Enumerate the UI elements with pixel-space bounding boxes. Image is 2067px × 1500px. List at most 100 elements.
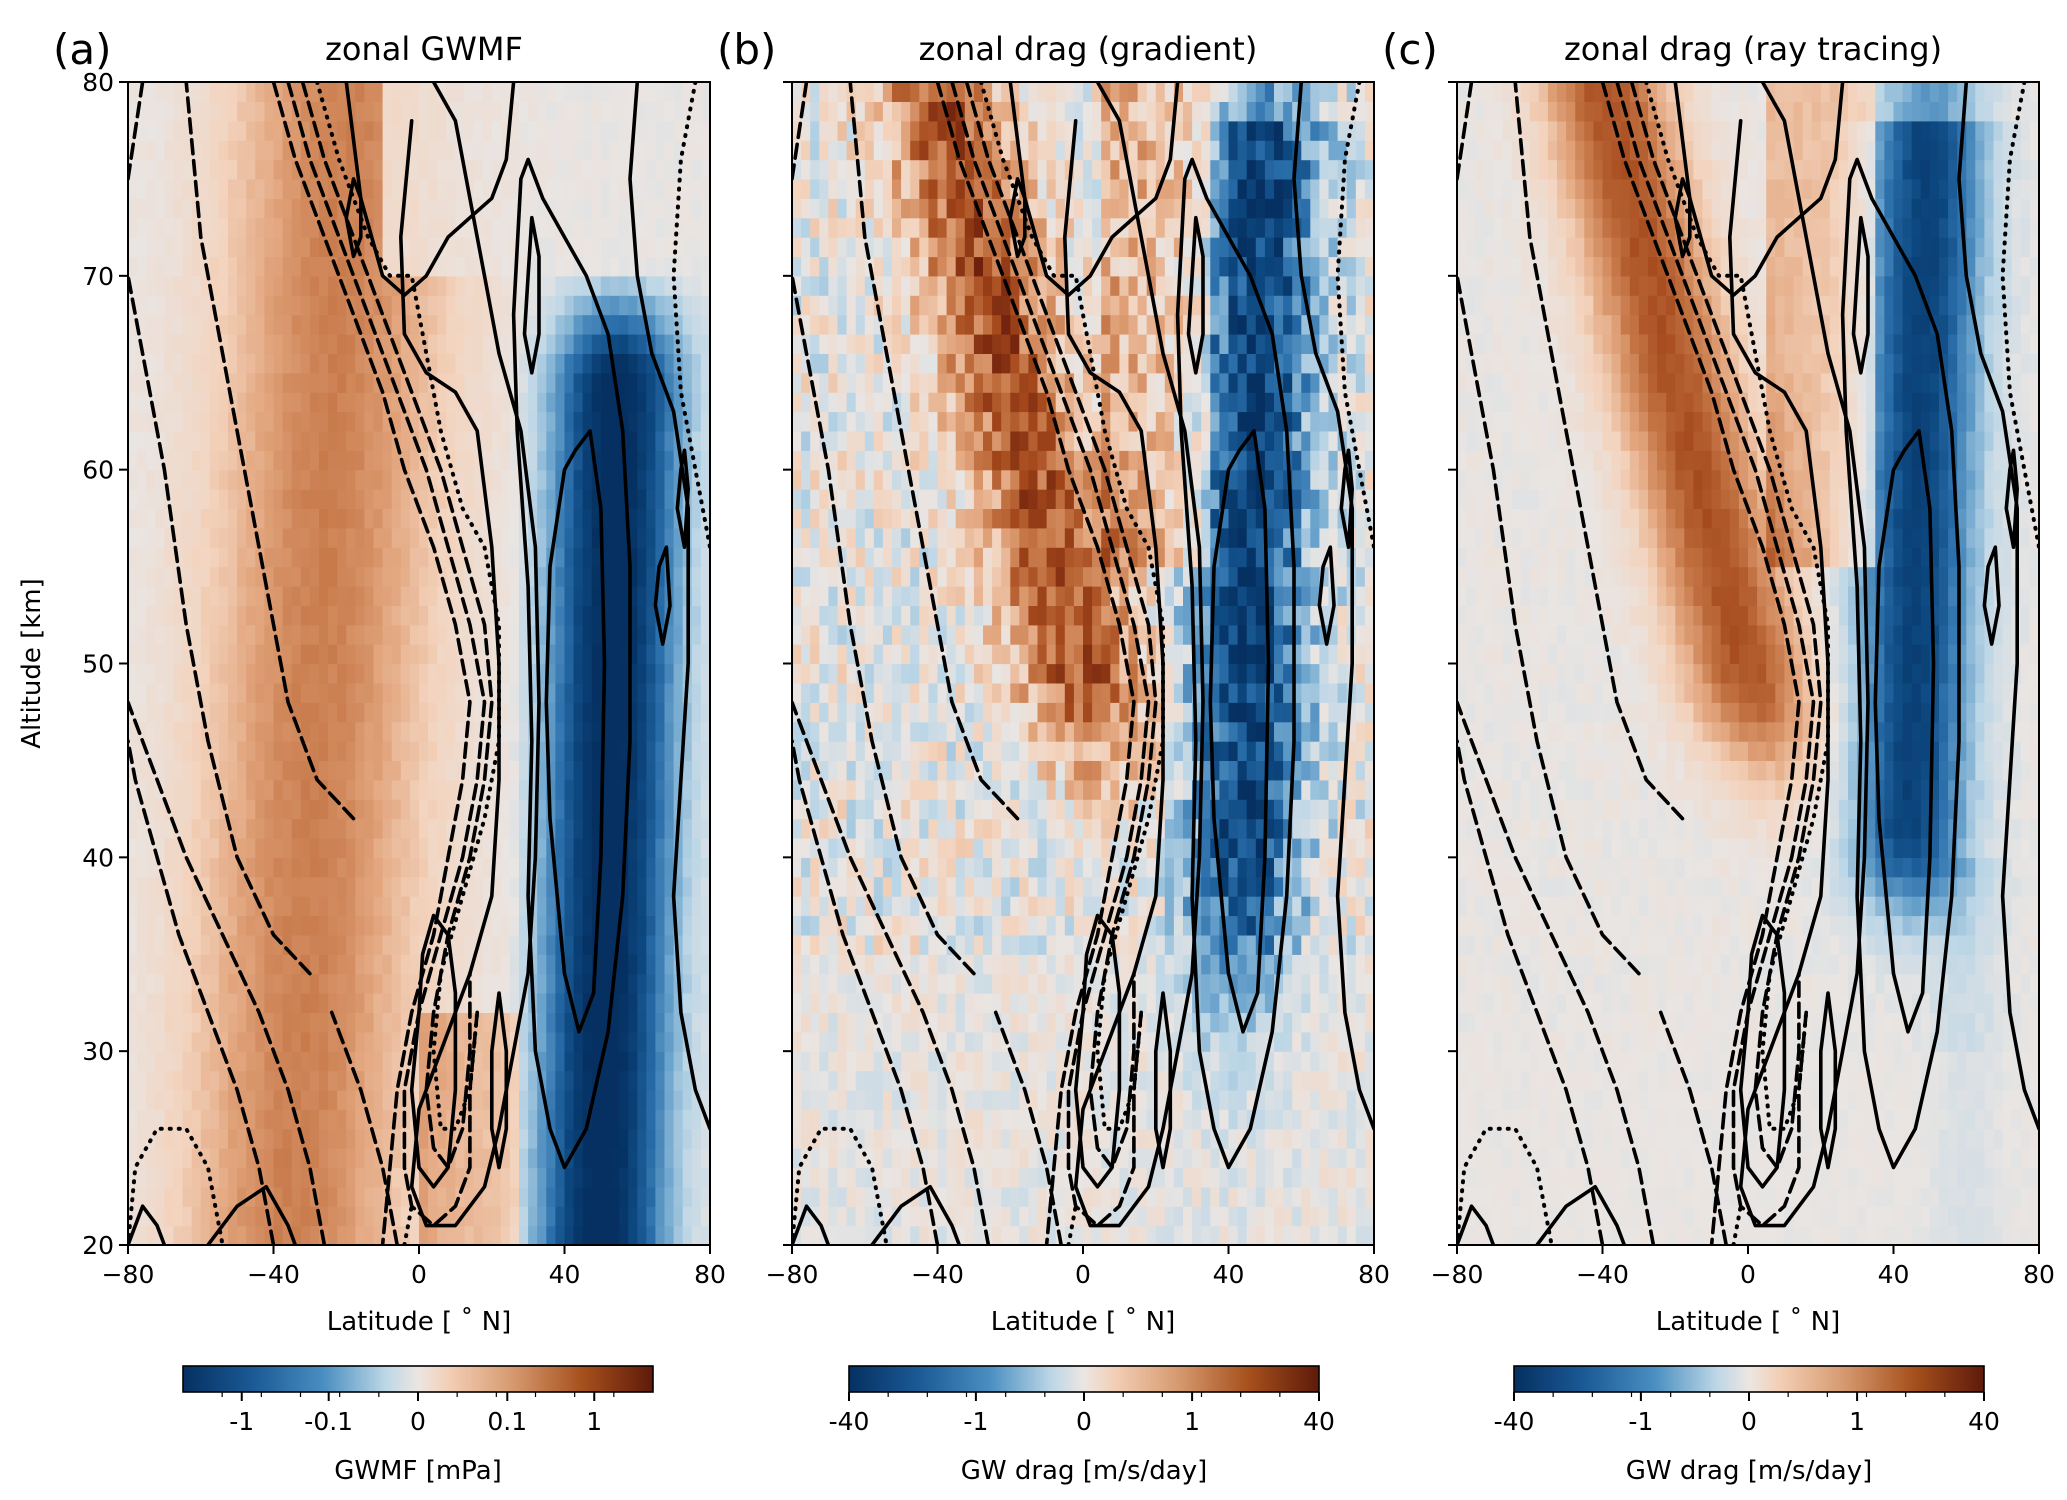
heatmap-cell (237, 508, 247, 529)
heatmap-cell (155, 896, 165, 917)
heatmap-cell (373, 547, 384, 568)
heatmap-cell (582, 1148, 593, 1169)
heatmap-cell (255, 682, 265, 703)
heatmap-cell (882, 702, 893, 723)
heatmap-cell (391, 934, 402, 955)
heatmap-cell (218, 469, 229, 490)
heatmap-cell (810, 489, 820, 509)
heatmap-cell (337, 1225, 347, 1245)
heatmap-cell (346, 372, 356, 393)
heatmap-cell (646, 237, 656, 258)
heatmap-cell (137, 896, 147, 917)
heatmap-cell (528, 295, 538, 316)
heatmap-cell (555, 353, 566, 374)
heatmap-cell (901, 178, 911, 199)
heatmap-cell (191, 527, 202, 548)
heatmap-cell (637, 934, 647, 955)
heatmap-cell (428, 741, 438, 761)
heatmap-cell (928, 973, 939, 994)
heatmap-cell (155, 876, 165, 897)
heatmap-cell (628, 1225, 638, 1245)
heatmap-cell (282, 818, 293, 839)
heatmap-cell (691, 741, 702, 761)
heatmap-cell (882, 159, 893, 180)
heatmap-cell (209, 1148, 220, 1169)
heatmap-cell (591, 993, 602, 1013)
heatmap-cell (519, 760, 529, 781)
heatmap-cell (673, 702, 684, 723)
heatmap-cell (509, 547, 520, 568)
heatmap-cell (128, 334, 138, 354)
heatmap-cell (828, 392, 839, 413)
heatmap-cell (200, 876, 211, 897)
heatmap-cell (564, 275, 575, 296)
heatmap-cell (319, 1109, 329, 1130)
heatmap-cell (937, 702, 948, 723)
heatmap-cell (218, 566, 229, 587)
heatmap-cell (801, 140, 811, 161)
heatmap-cell (209, 489, 220, 509)
heatmap-cell (801, 779, 811, 800)
heatmap-cell (855, 489, 866, 509)
heatmap-cell (792, 915, 802, 936)
heatmap-cell (682, 140, 693, 161)
heatmap-cell (882, 178, 893, 199)
heatmap-cell (255, 178, 265, 199)
heatmap-cell (164, 760, 175, 781)
heatmap-cell (373, 857, 384, 878)
heatmap-cell (409, 1206, 420, 1227)
heatmap-cell (810, 353, 820, 374)
heatmap-cell (282, 469, 293, 490)
heatmap-cell (291, 140, 302, 161)
heatmap-cell (291, 586, 302, 606)
heatmap-cell (882, 954, 893, 975)
heatmap-cell (273, 915, 284, 936)
heatmap-cell (919, 993, 929, 1013)
heatmap-cell (573, 527, 584, 548)
heatmap-cell (428, 1070, 438, 1091)
heatmap-cell (928, 489, 939, 509)
heatmap-cell (564, 741, 575, 761)
heatmap-cell (573, 644, 584, 665)
heatmap-cell (200, 1148, 211, 1169)
heatmap-cell (337, 586, 347, 606)
heatmap-cell (209, 469, 220, 490)
heatmap-cell (328, 741, 338, 761)
heatmap-cell (373, 838, 384, 858)
heatmap-cell (182, 430, 193, 451)
heatmap-cell (273, 973, 284, 994)
heatmap-cell (500, 178, 511, 199)
heatmap-cell (428, 237, 438, 258)
heatmap-cell (228, 256, 238, 277)
heatmap-cell (309, 876, 320, 897)
heatmap-cell (792, 857, 802, 878)
heatmap-cell (309, 450, 320, 471)
heatmap-cell (428, 721, 438, 742)
heatmap-cell (409, 101, 420, 122)
heatmap-cell (519, 605, 529, 626)
heatmap-cell (637, 1128, 647, 1149)
heatmap-cell (218, 1206, 229, 1227)
heatmap-cell (837, 430, 848, 451)
heatmap-cell (837, 411, 848, 432)
heatmap-cell (218, 1225, 229, 1245)
heatmap-cell (218, 372, 229, 393)
heatmap-cell (691, 314, 702, 335)
heatmap-cell (619, 973, 629, 994)
heatmap-cell (137, 275, 147, 296)
heatmap-cell (864, 644, 875, 665)
heatmap-cell (291, 256, 302, 277)
heatmap-cell (200, 217, 211, 238)
heatmap-cell (810, 508, 820, 529)
heatmap-cell (619, 1225, 629, 1245)
heatmap-cell (655, 178, 666, 199)
heatmap-cell (146, 896, 156, 917)
heatmap-cell (355, 82, 365, 102)
heatmap-cell (882, 237, 893, 258)
heatmap-cell (691, 353, 702, 374)
heatmap-cell (309, 256, 320, 277)
heatmap-cell (482, 120, 493, 141)
contour-dotted (402, 1204, 414, 1245)
heatmap-cell (946, 1186, 957, 1207)
heatmap-cell (610, 82, 620, 102)
